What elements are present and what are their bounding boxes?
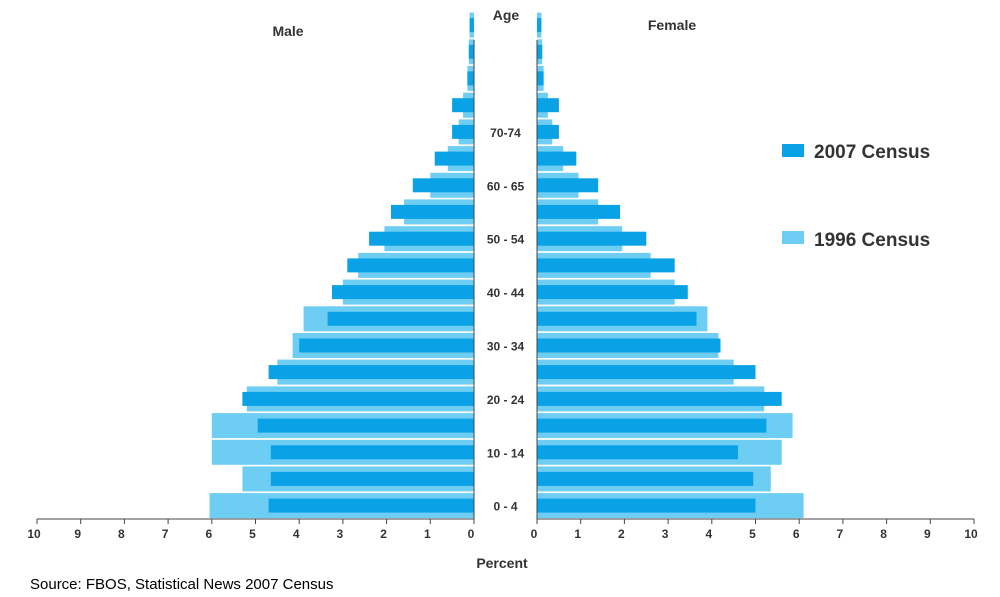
source-note: Source: FBOS, Statistical News 2007 Cens… [30, 576, 333, 593]
category-label: 50 - 54 [487, 233, 525, 247]
bar-2007-male [452, 124, 474, 139]
bar-2007-female [537, 44, 543, 59]
bar-2007-male [434, 151, 474, 166]
bar-2007-female [537, 471, 754, 486]
bar-2007-female [537, 418, 767, 433]
x-tick-label: 6 [793, 527, 800, 541]
tick-labels-group: 10 9 8 7 6 5 4 3 2 1 0 0 1 2 3 4 5 6 7 8 9 10 [27, 527, 978, 541]
bar-2007-female [537, 151, 577, 166]
bar-2007-female [537, 178, 599, 193]
x-axis-label: Percent [476, 555, 528, 571]
bar-2007-female [537, 231, 647, 246]
bar-2007-female [537, 285, 688, 300]
x-tick-label: 7 [162, 527, 169, 541]
male-label: Male [272, 23, 303, 39]
bar-2007-male [299, 338, 474, 353]
bar-2007-female [537, 365, 756, 380]
female-label: Female [648, 17, 696, 33]
legend-swatch-1996 [782, 231, 804, 244]
center-axis-label: Age [493, 7, 520, 23]
bar-2007-female [537, 204, 620, 219]
bar-2007-female [537, 445, 738, 460]
bar-2007-male [412, 178, 474, 193]
bar-2007-male [347, 258, 474, 273]
category-label: 20 - 24 [487, 393, 525, 407]
bar-2007-female [537, 311, 697, 326]
legend-swatch-2007 [782, 144, 804, 157]
bar-2007-female [537, 98, 559, 113]
x-tick-label: 1 [574, 527, 581, 541]
category-label: 0 - 4 [493, 500, 517, 514]
legend-label-2007: 2007 Census [814, 142, 930, 163]
x-tick-label: 4 [293, 527, 300, 541]
bar-2007-female [537, 391, 782, 406]
bar-2007-female [537, 498, 756, 513]
bar-2007-male [327, 311, 474, 326]
category-labels-group: 0 - 4 10 - 14 20 - 24 30 - 34 40 - 44 50 - 54… [487, 126, 525, 514]
bar-2007-male [469, 18, 474, 33]
bar-2007-male [242, 391, 474, 406]
x-tick-label: 2 [380, 527, 387, 541]
bar-2007-male [369, 231, 474, 246]
bar-2007-male [257, 418, 474, 433]
bar-2007-male [270, 445, 474, 460]
x-tick-label: 9 [74, 527, 81, 541]
x-tick-label: 6 [205, 527, 212, 541]
bar-2007-female [537, 338, 721, 353]
x-tick-label: 8 [880, 527, 887, 541]
bar-2007-female [537, 124, 559, 139]
bar-2007-female [537, 71, 544, 86]
bar-2007-male [467, 71, 474, 86]
bar-2007-male [268, 365, 474, 380]
x-tick-label: 0 [531, 527, 538, 541]
bar-2007-male [270, 471, 474, 486]
bar-2007-male [452, 98, 474, 113]
bar-2007-male [268, 498, 474, 513]
bar-2007-male [391, 204, 474, 219]
x-tick-label: 8 [118, 527, 125, 541]
x-tick-label: 9 [924, 527, 931, 541]
x-tick-label: 3 [662, 527, 669, 541]
x-tick-label: 2 [618, 527, 625, 541]
legend: 2007 Census 1996 Census [782, 142, 930, 251]
bar-2007-male [332, 285, 474, 300]
bar-2007-male [468, 44, 474, 59]
legend-label-1996: 1996 Census [814, 230, 930, 251]
axes-group [36, 40, 975, 524]
x-tick-label: 1 [424, 527, 431, 541]
bar-2007-female [537, 18, 542, 33]
x-tick-label: 5 [249, 527, 256, 541]
x-tick-label: 7 [837, 527, 844, 541]
x-tick-label: 4 [705, 527, 712, 541]
x-tick-label: 0 [468, 527, 475, 541]
x-tick-label: 10 [964, 527, 978, 541]
x-tick-label: 3 [337, 527, 344, 541]
category-label: 60 - 65 [487, 179, 525, 193]
bars-group [209, 12, 804, 519]
x-tick-label: 10 [27, 527, 41, 541]
bar-2007-female [537, 258, 675, 273]
x-tick-label: 5 [749, 527, 756, 541]
category-label: 30 - 34 [487, 340, 525, 354]
category-label: 10 - 14 [487, 446, 525, 460]
category-label: 40 - 44 [487, 286, 525, 300]
category-label: 70-74 [490, 126, 521, 140]
